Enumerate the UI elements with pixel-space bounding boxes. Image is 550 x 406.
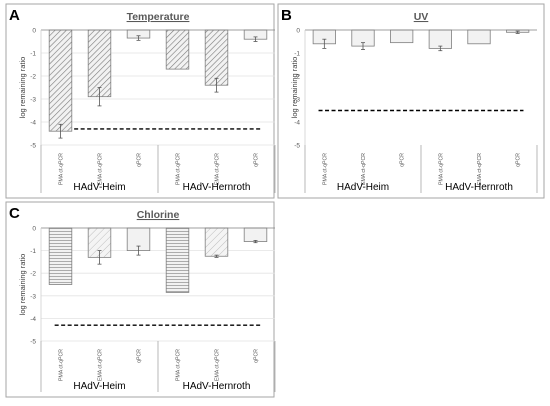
bar: [243, 227, 268, 242]
x-tick-label: EMA ct-qPCR: [215, 349, 221, 381]
y-tick-label: -1: [294, 51, 300, 58]
y-tick-label: -2: [30, 271, 36, 278]
chart-panel-a: A Temperature 0 -1 -2 -3 -4 -5 log remaining rat…: [5, 3, 276, 199]
group-label: HAdV-Hernroth: [445, 182, 513, 193]
y-tick-label: -5: [30, 339, 36, 346]
y-tick-label: -3: [294, 97, 300, 104]
x-tick-label: PMA ct-qPCR: [59, 349, 65, 381]
y-tick-label: -3: [30, 97, 36, 104]
y-tick-label: 0: [296, 28, 300, 35]
panel-letter: B: [281, 7, 292, 24]
y-axis-label: log remaining ratio: [18, 57, 27, 119]
x-tick-label: PMA ct-qPCR: [59, 153, 65, 185]
group-label: HAdV-Heim: [337, 182, 389, 193]
y-tick-label: -5: [294, 143, 300, 150]
x-tick-label: PMA ct-qPCR: [438, 153, 444, 185]
y-tick-label: -2: [294, 74, 300, 81]
y-tick-label: 0: [32, 28, 36, 35]
bar: [165, 227, 190, 293]
y-tick-label: -2: [30, 74, 36, 81]
bar: [467, 29, 491, 45]
x-tick-label: PMA ct-qPCR: [176, 349, 182, 381]
bar: [87, 29, 112, 98]
x-tick-label: EMA ct-qPCR: [477, 153, 483, 185]
chart-panel-b: B UV 0 -1 -2 -3 -4 -5 log remaining ratio PMA ct-…: [277, 3, 545, 199]
bar: [48, 227, 73, 285]
group-label: HAdV-Hernroth: [183, 182, 251, 193]
chart-panel-c: C Chlorine 0 -1 -2 -3 -4 -5 log remaining ratio P…: [5, 201, 276, 398]
y-axis-label: log remaining ratio: [290, 57, 299, 119]
y-axis-label: log remaining ratio: [18, 254, 27, 316]
x-tick-label: EMA ct-qPCR: [98, 349, 104, 381]
group-label: HAdV-Heim: [73, 182, 125, 193]
group-label: HAdV-Hernroth: [183, 381, 251, 392]
y-tick-label: -4: [294, 120, 300, 127]
x-tick-label: EMA ct-qPCR: [215, 153, 221, 185]
y-tick-label: -4: [30, 120, 36, 127]
y-tick-label: -5: [30, 143, 36, 150]
x-tick-label: qPCR: [137, 153, 143, 167]
y-tick-label: -1: [30, 248, 36, 255]
y-tick-label: -3: [30, 293, 36, 300]
x-tick-label: PMA ct-qPCR: [322, 153, 328, 185]
bar: [204, 227, 229, 257]
panel-letter: A: [9, 7, 20, 24]
x-tick-label: EMA ct-qPCR: [361, 153, 367, 185]
group-label: HAdV-Heim: [73, 381, 125, 392]
chart-title: Temperature: [127, 11, 190, 23]
chart-title: UV: [414, 11, 429, 23]
bar: [204, 29, 229, 86]
x-tick-label: qPCR: [254, 153, 260, 167]
chart-title: Chlorine: [137, 209, 180, 221]
x-tick-label: qPCR: [137, 349, 143, 363]
x-tick-label: PMA ct-qPCR: [176, 153, 182, 185]
x-tick-label: EMA ct-qPCR: [98, 153, 104, 185]
x-tick-label: qPCR: [254, 349, 260, 363]
bar: [390, 29, 414, 44]
bar: [48, 29, 73, 132]
y-tick-label: -1: [30, 51, 36, 58]
y-tick-label: -4: [30, 316, 36, 323]
bar: [428, 29, 452, 49]
bar: [165, 29, 190, 70]
x-tick-label: qPCR: [516, 153, 522, 167]
panel-letter: C: [9, 205, 20, 222]
x-tick-label: qPCR: [400, 153, 406, 167]
y-tick-label: 0: [32, 226, 36, 233]
